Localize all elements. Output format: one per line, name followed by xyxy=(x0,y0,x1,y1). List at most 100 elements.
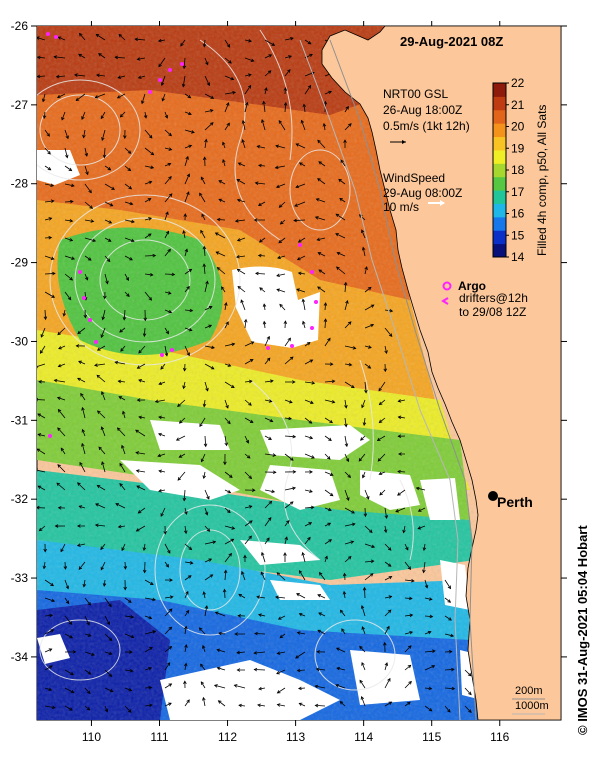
current-vector-head xyxy=(387,609,392,614)
current-vector-head xyxy=(408,680,412,685)
current-vector xyxy=(204,525,210,532)
current-vector xyxy=(424,579,428,588)
current-vector xyxy=(384,701,392,707)
current-vector-head xyxy=(257,253,262,258)
current-vector-head xyxy=(95,503,99,507)
current-vector xyxy=(244,39,252,42)
current-vector-head xyxy=(81,428,85,433)
current-vector xyxy=(119,483,126,491)
current-vector-head xyxy=(51,294,56,298)
current-vector-head xyxy=(102,583,107,587)
current-vector-head xyxy=(204,605,209,609)
current-vector-head xyxy=(278,204,283,208)
current-vector xyxy=(257,704,266,707)
current-vector xyxy=(257,145,266,149)
current-vector-head xyxy=(200,458,205,463)
current-vector-head xyxy=(116,95,121,99)
current-vector xyxy=(361,399,366,408)
current-vector-head xyxy=(117,524,122,529)
current-vector xyxy=(84,687,91,694)
current-vector xyxy=(144,147,154,156)
current-vector xyxy=(339,701,346,707)
current-vector-head xyxy=(154,399,159,404)
current-vector xyxy=(244,520,253,527)
current-vector-head xyxy=(370,323,375,328)
current-vector xyxy=(64,633,73,639)
city-dot-icon xyxy=(488,491,498,501)
current-vector-head xyxy=(108,673,113,678)
current-vector xyxy=(301,120,306,131)
current-vector xyxy=(264,399,272,402)
current-vector xyxy=(202,645,206,653)
current-vector-head xyxy=(160,513,164,517)
current-vector xyxy=(44,165,51,171)
current-vector xyxy=(138,507,146,514)
current-vector-head xyxy=(427,630,432,635)
current-vector xyxy=(377,435,386,441)
current-vector xyxy=(424,631,431,635)
current-vector-head xyxy=(258,163,262,168)
current-vector-head xyxy=(182,65,187,70)
current-vector-head xyxy=(67,296,72,301)
current-vector xyxy=(77,327,86,334)
current-vector-head xyxy=(388,701,393,705)
current-vector xyxy=(224,538,234,545)
current-vector-head xyxy=(268,54,273,58)
current-vector xyxy=(256,596,266,599)
current-vector xyxy=(324,302,327,311)
current-vector xyxy=(299,162,306,167)
current-vector-head xyxy=(191,130,195,134)
current-vector xyxy=(244,453,251,459)
map-title: 29-Aug-2021 08Z xyxy=(400,34,503,49)
current-vector-head xyxy=(218,198,223,203)
colorbar-segment xyxy=(493,83,506,97)
current-vector-head xyxy=(378,471,383,476)
current-vector xyxy=(224,57,232,64)
current-vector xyxy=(81,443,86,455)
current-vector-head xyxy=(238,593,242,598)
current-vector xyxy=(64,147,68,158)
current-vector-head xyxy=(262,100,266,105)
current-vector-head xyxy=(168,646,173,650)
current-vector xyxy=(200,176,206,185)
current-vector-head xyxy=(204,511,209,516)
current-vector-head xyxy=(283,87,288,91)
current-vector xyxy=(284,69,291,77)
current-vector-head xyxy=(468,709,472,714)
current-vector-head xyxy=(69,277,74,281)
current-vector xyxy=(203,471,206,479)
current-vector-head xyxy=(276,651,281,655)
current-vector-head xyxy=(118,33,123,38)
current-vector xyxy=(344,399,347,408)
current-vector-head xyxy=(114,360,119,365)
current-vector-head xyxy=(256,145,261,149)
x-axis: 110 111 112 113 114 115 116 xyxy=(82,21,510,744)
current-vector xyxy=(275,596,286,599)
current-vector xyxy=(104,597,112,607)
current-vector-head xyxy=(206,495,210,500)
current-vector xyxy=(37,485,46,491)
current-vector xyxy=(241,571,246,581)
current-vector-head xyxy=(268,500,273,505)
current-vector-head xyxy=(329,472,334,476)
current-vector xyxy=(184,575,192,581)
current-vector-head xyxy=(165,230,170,235)
current-vector-head xyxy=(362,422,367,427)
current-vector-head xyxy=(284,536,288,541)
current-vector xyxy=(216,251,226,257)
current-vector xyxy=(258,614,266,617)
current-vector-head xyxy=(350,540,355,544)
current-vector-head xyxy=(56,482,61,487)
current-vector-head xyxy=(293,218,297,223)
current-vector xyxy=(144,181,152,185)
current-vector-head xyxy=(364,266,368,270)
current-vector-head xyxy=(202,696,206,701)
credit-text: © IMOS 31-Aug-2021 05:04 Hobart xyxy=(575,525,590,735)
current-vector xyxy=(364,363,371,369)
wind-legend: WindSpeed 29-Aug 08:00Z 10 m/s xyxy=(383,171,462,214)
current-vector xyxy=(95,524,106,527)
current-vector xyxy=(37,413,46,419)
current-vector-head xyxy=(309,489,313,493)
current-vector xyxy=(359,646,366,653)
current-vector xyxy=(317,286,326,293)
